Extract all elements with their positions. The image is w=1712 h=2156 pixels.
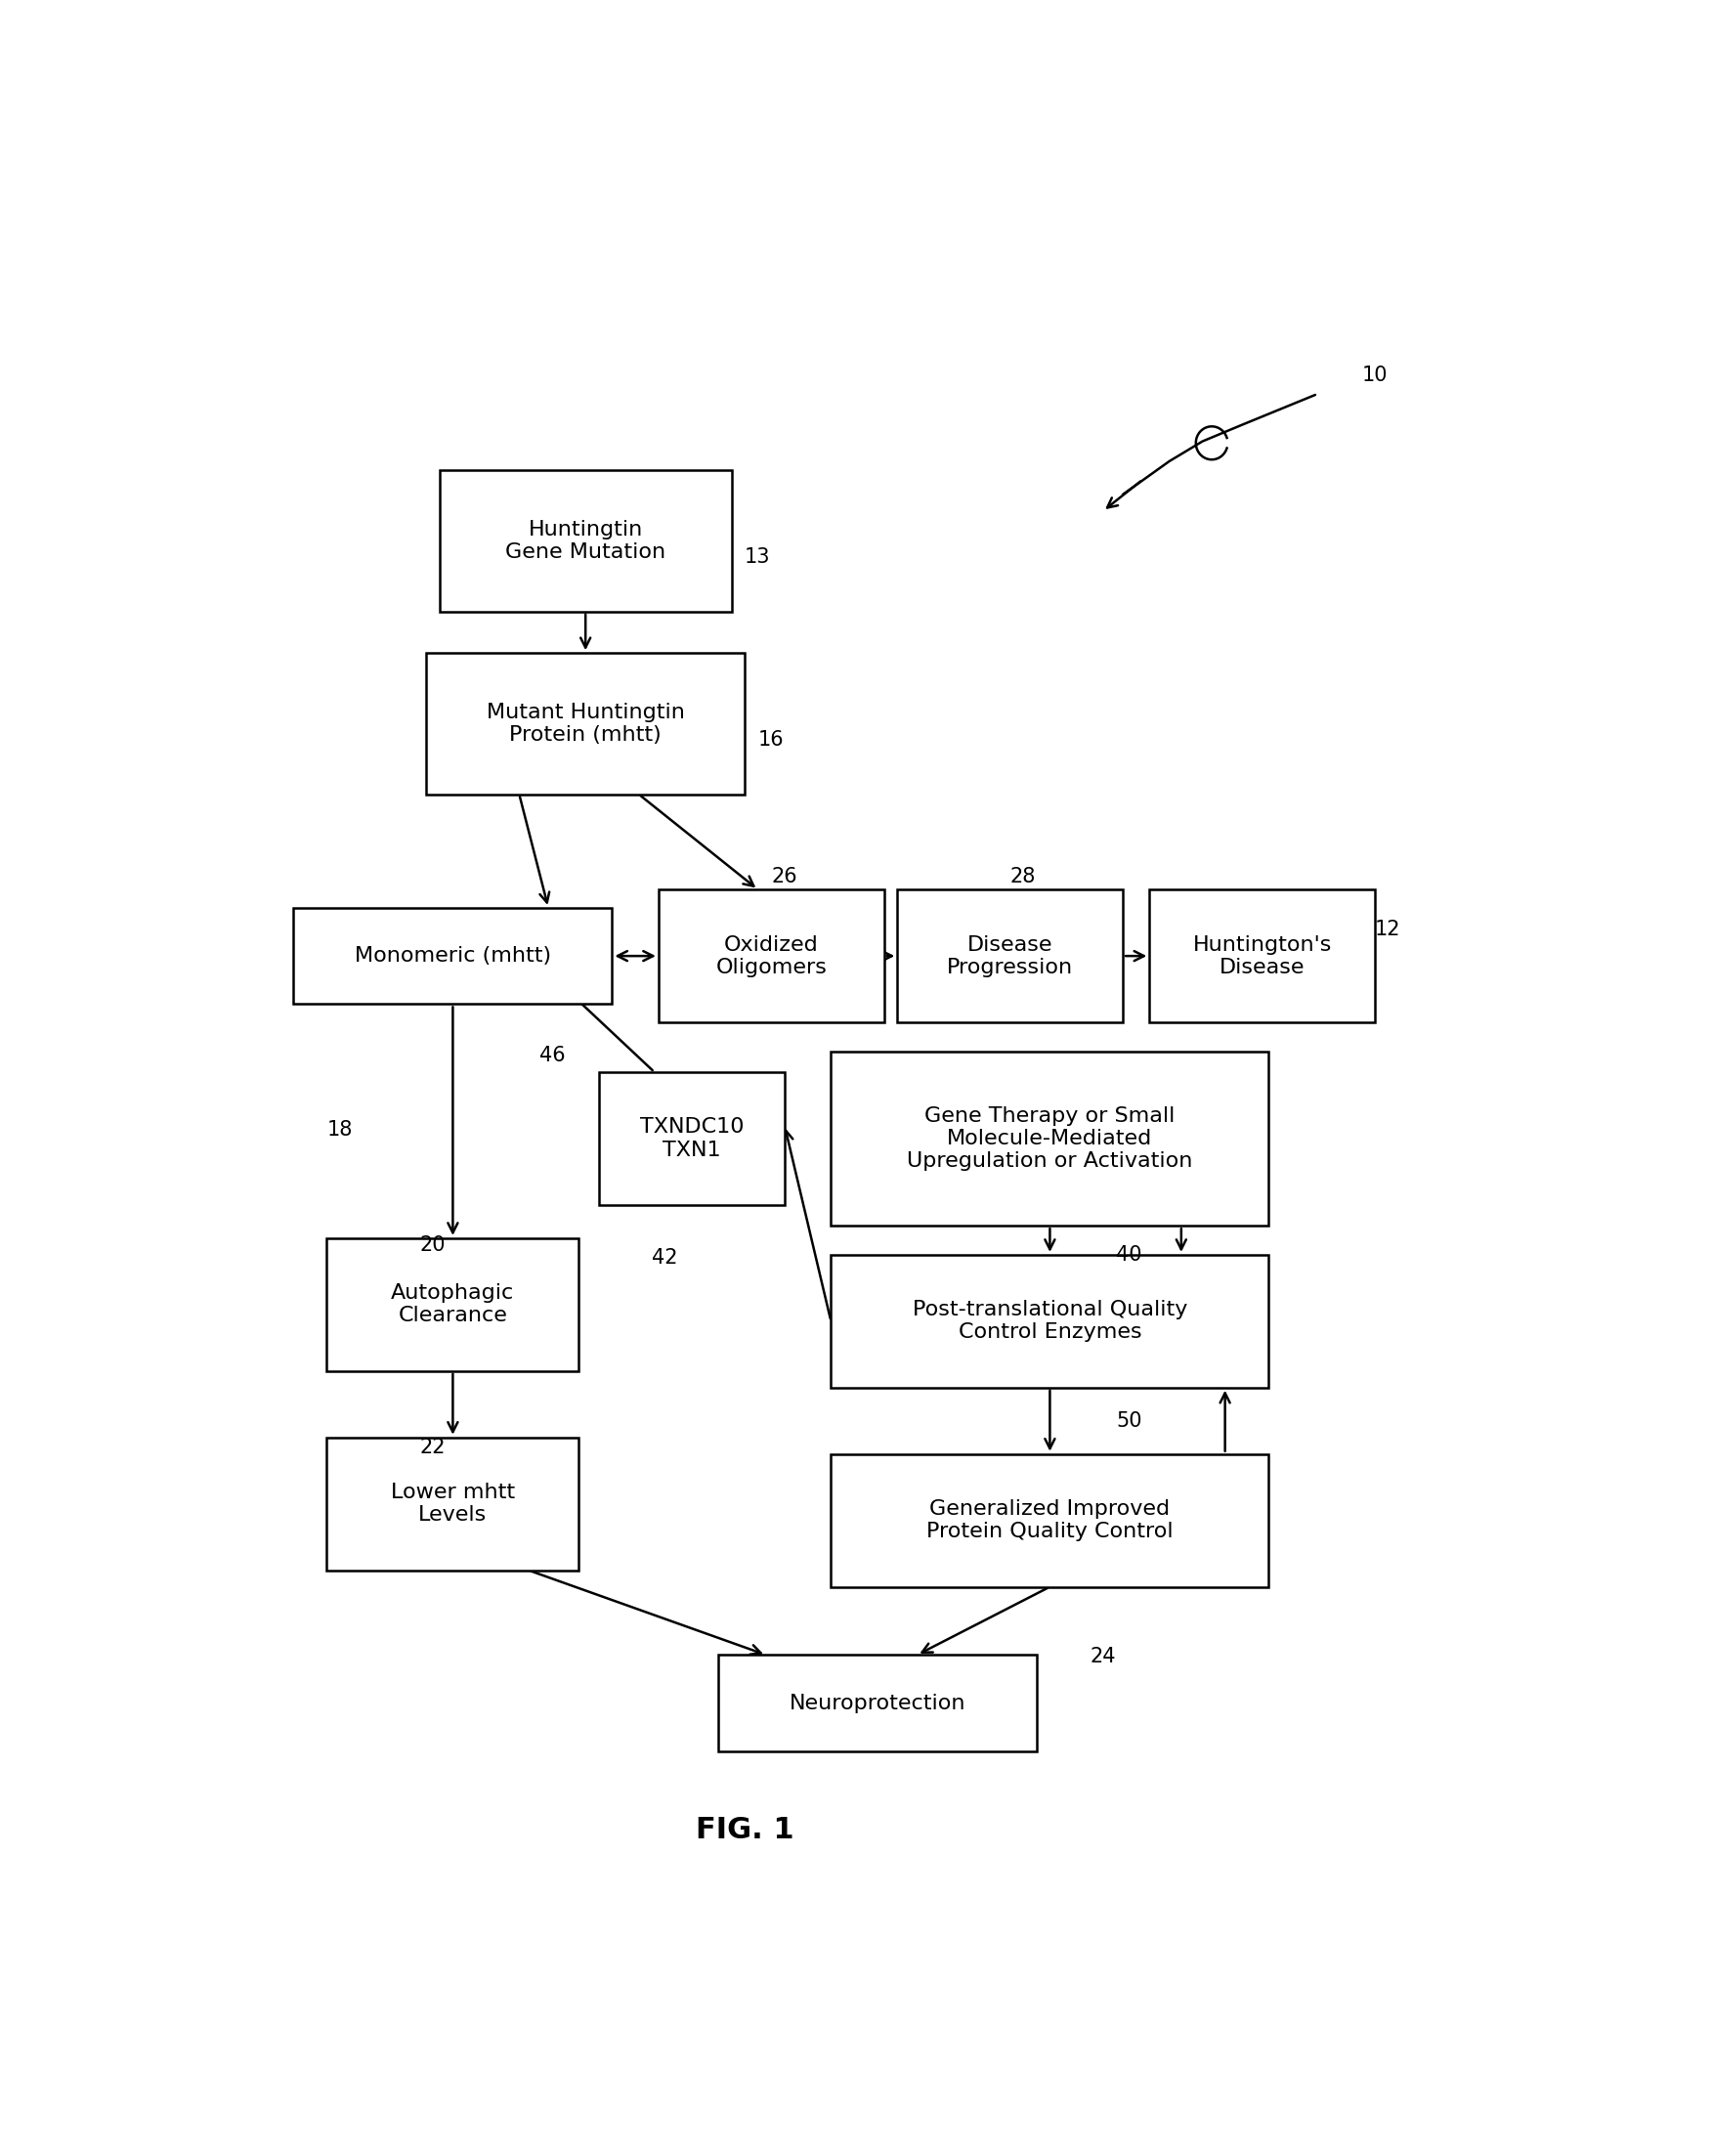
Text: 42: 42 <box>652 1248 678 1268</box>
Text: 50: 50 <box>1116 1410 1142 1432</box>
FancyBboxPatch shape <box>327 1438 579 1570</box>
Text: 28: 28 <box>1010 867 1036 886</box>
Text: 46: 46 <box>539 1046 565 1065</box>
Text: 12: 12 <box>1375 921 1400 940</box>
Text: 40: 40 <box>1116 1244 1142 1266</box>
Text: Autophagic
Clearance: Autophagic Clearance <box>390 1283 515 1326</box>
Text: Mutant Huntingtin
Protein (mhtt): Mutant Huntingtin Protein (mhtt) <box>486 703 685 744</box>
Text: Post-translational Quality
Control Enzymes: Post-translational Quality Control Enzym… <box>912 1300 1188 1343</box>
Text: TXNDC10
TXN1: TXNDC10 TXN1 <box>640 1117 743 1160</box>
FancyBboxPatch shape <box>897 890 1123 1022</box>
Text: Generalized Improved
Protein Quality Control: Generalized Improved Protein Quality Con… <box>926 1498 1173 1542</box>
Text: Gene Therapy or Small
Molecule-Mediated
Upregulation or Activation: Gene Therapy or Small Molecule-Mediated … <box>907 1106 1193 1171</box>
FancyBboxPatch shape <box>830 1453 1269 1587</box>
FancyBboxPatch shape <box>1149 890 1375 1022</box>
Text: Oxidized
Oligomers: Oxidized Oligomers <box>716 936 827 977</box>
Text: Disease
Progression: Disease Progression <box>947 936 1073 977</box>
FancyBboxPatch shape <box>426 653 745 793</box>
Text: 13: 13 <box>745 548 770 567</box>
FancyBboxPatch shape <box>659 890 883 1022</box>
Text: FIG. 1: FIG. 1 <box>695 1815 794 1843</box>
FancyBboxPatch shape <box>599 1072 784 1205</box>
Text: 18: 18 <box>327 1121 353 1141</box>
Text: Lower mhtt
Levels: Lower mhtt Levels <box>390 1483 515 1524</box>
Text: 22: 22 <box>419 1438 445 1457</box>
Text: 24: 24 <box>1091 1647 1116 1667</box>
FancyBboxPatch shape <box>830 1052 1269 1227</box>
Text: 10: 10 <box>1363 364 1388 384</box>
Text: Huntington's
Disease: Huntington's Disease <box>1193 936 1332 977</box>
FancyBboxPatch shape <box>830 1255 1269 1388</box>
FancyBboxPatch shape <box>327 1238 579 1371</box>
Text: Monomeric (mhtt): Monomeric (mhtt) <box>354 946 551 966</box>
Text: 26: 26 <box>770 867 798 886</box>
Text: 20: 20 <box>419 1235 445 1255</box>
FancyBboxPatch shape <box>293 908 611 1005</box>
Text: 16: 16 <box>758 731 784 750</box>
Text: Huntingtin
Gene Mutation: Huntingtin Gene Mutation <box>505 520 666 563</box>
FancyBboxPatch shape <box>717 1656 1036 1751</box>
FancyBboxPatch shape <box>440 470 731 612</box>
Text: Neuroprotection: Neuroprotection <box>789 1692 966 1712</box>
